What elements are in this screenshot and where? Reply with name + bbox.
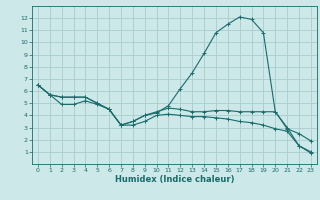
X-axis label: Humidex (Indice chaleur): Humidex (Indice chaleur): [115, 175, 234, 184]
